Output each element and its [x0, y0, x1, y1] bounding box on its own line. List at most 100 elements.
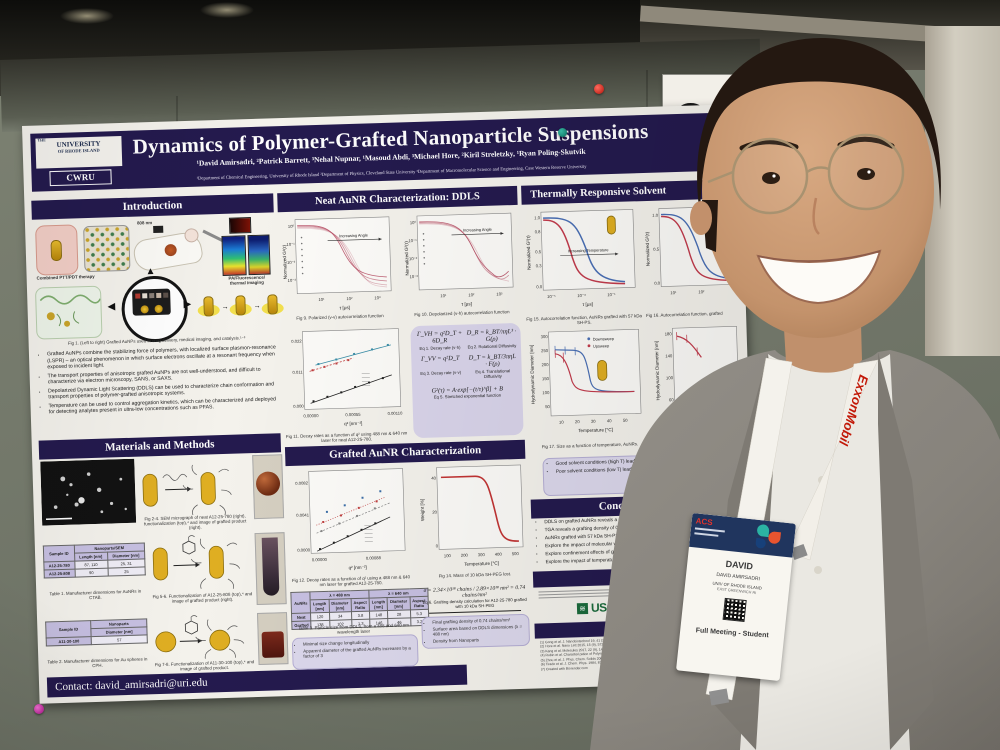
- grafted-findings-box: Minimal size change longitudinally Appar…: [291, 634, 419, 670]
- badge-band-line: [694, 527, 725, 533]
- fig11-ytick: 0.011: [292, 370, 303, 375]
- ear: [690, 201, 712, 235]
- equations-box: Γ_VH = q²D_T + 6D_R D_R = k_BT/πηL³ · G(…: [410, 322, 524, 439]
- sample-cell-schematic: [120, 275, 189, 344]
- fig16-ytick: 1.0: [652, 213, 659, 218]
- table2-h-sample: Sample ID: [45, 620, 92, 639]
- fig12-xtick: 0.00088: [366, 555, 382, 560]
- fig15-ytick: 0.3: [536, 263, 543, 268]
- fig14-xtick: 300: [478, 552, 486, 557]
- fig11-xlabel: q² [nm⁻²]: [344, 421, 362, 427]
- table-2: Sample ID Nanoparts Diameter [nm] A11-30…: [45, 618, 148, 647]
- fig18-ylabel: Hydrodynamic Diameter [nm]: [654, 341, 661, 401]
- section-header-neat-ddls: Neat AuNR Characterization: DDLS: [278, 186, 517, 212]
- fig15-xtick: 10⁻³: [577, 293, 586, 298]
- imaging-label: PA/Fluorescence/ thermal imaging: [228, 274, 266, 286]
- density-bullet: Surface area based on DDLS dimensions (λ…: [432, 624, 526, 637]
- fig14-xlabel: Temperature [°C]: [464, 561, 499, 567]
- fig12-ytick: 0.0041: [296, 512, 310, 517]
- fig9-xtick: 10²: [346, 296, 353, 301]
- mouse-illustration: [131, 227, 205, 274]
- lanyard-clip: [790, 543, 808, 561]
- red-push-pin: [594, 84, 604, 94]
- brown-solution: [255, 471, 281, 497]
- badge-meeting-type: Full Meeting - Student: [695, 627, 769, 640]
- fig18-ytick: 180: [665, 331, 673, 336]
- drug-delivery-illustration: [35, 224, 79, 276]
- fig11-ytick: 0.000: [293, 404, 304, 409]
- grafted-product-photo-flask: [252, 454, 285, 520]
- equation-3: Γ_VV = q²D_T: [420, 354, 460, 363]
- left-arrow-icon: ◀: [107, 301, 116, 313]
- grafting-sequence-illustration: → →: [197, 292, 284, 334]
- fluorescence-image: [228, 217, 252, 234]
- sample-square: [142, 293, 148, 299]
- fig10-plot: Normalized G²(τ) 10⁰ 10⁻¹ 10⁻² 10⁻³ 10¹ …: [404, 212, 514, 307]
- equation-6-label: Eq 6. Grafting density calculation for A…: [422, 596, 527, 609]
- table2-cell: 57: [91, 634, 148, 645]
- fig17-xlabel: Temperature [°C]: [578, 427, 613, 433]
- fig10-xtick: 10¹: [440, 293, 447, 298]
- fig14-xtick: 100: [444, 553, 452, 558]
- sample-square: [163, 292, 169, 298]
- fig15-xtick: 10⁻⁵: [547, 294, 556, 299]
- smile: [756, 249, 882, 305]
- table1-caption: Table 1. Manufacturer dimensions for AuN…: [49, 588, 142, 601]
- suit-lapel-right: [878, 352, 934, 750]
- shirt-button: [814, 566, 822, 574]
- materials-row-aunr: Sample ID Nanoparts/SEM Length [nm] Diam…: [42, 532, 287, 617]
- density-bullet: Density from Nanoparts: [433, 636, 527, 644]
- fig16-ytick: 0.0: [654, 281, 661, 286]
- fig11-xtick: 0.00055: [345, 412, 361, 417]
- fig15-xlabel: τ [μs]: [582, 302, 593, 307]
- purple-solution: [261, 537, 280, 596]
- arrow-icon: →: [253, 302, 261, 311]
- materials-row-sem: Fig 2-4. SEM micrograph of neat A12-25-7…: [40, 454, 285, 535]
- fig10-xlabel: τ [μs]: [461, 301, 472, 306]
- grafted-product-photo-tube: [254, 532, 287, 606]
- tumor-spot: [163, 243, 178, 258]
- up-arrow-icon: ▲: [145, 265, 156, 278]
- fig17-ytick: 150: [542, 376, 550, 381]
- fig17-xtick: 10: [559, 420, 564, 425]
- laser-label: 808 nm: [136, 220, 153, 226]
- gold-nanorod-icon: [267, 294, 278, 315]
- fig17-xtick: 50: [623, 418, 628, 423]
- conference-glyph: [767, 531, 782, 545]
- grafting-density-box: Final grafting density of 0.74 chains/nm…: [421, 613, 531, 650]
- fig9-ytick: 10⁻³: [287, 278, 296, 283]
- table2-row-id: A11-30-100: [46, 636, 92, 646]
- wall-pillar: [925, 26, 1000, 356]
- table3-h: Diameter [nm]: [328, 598, 352, 613]
- membrane-sketch: [39, 294, 102, 327]
- fig16-ylabel: Normalized G²(τ): [645, 231, 651, 266]
- fig17-ytick: 200: [541, 362, 549, 367]
- equation-4: D_T = k_BT/3πηL · F(ρ): [468, 353, 516, 368]
- fig14-ytick: 20: [432, 509, 437, 514]
- fig18-ytick: 100: [666, 375, 674, 380]
- fig17-xtick: 20: [575, 419, 580, 424]
- table1-cell: 90: [74, 568, 108, 578]
- ceiling-light-fixture: [60, 8, 114, 24]
- nose: [812, 197, 820, 235]
- lanyard-strap-right: [786, 359, 879, 561]
- fig9-xtick: 10³: [374, 295, 381, 300]
- laser-icon: [153, 225, 164, 234]
- intro-figure-1: Combined PTT/PDT therapy 808 nm PA/Fluor…: [33, 214, 284, 344]
- table1-row-id: A12-25-808: [44, 569, 75, 579]
- conference-badge: ACS DAVID DAVID AMIRSADRI UNIV OF RHODE …: [676, 512, 796, 682]
- uri-logo: THE UNIVERSITY OF RHODE ISLAND: [35, 135, 123, 169]
- sample-square: [156, 292, 162, 298]
- fig9-annotation: Increasing Angle: [339, 232, 368, 238]
- fig18-ytick: 60: [669, 397, 674, 402]
- equation-2: D_R = k_BT/πηL³ · G(ρ): [466, 328, 517, 343]
- intro-bullets: Grafted AuNPs combine the stabilizing fo…: [39, 344, 283, 418]
- gold-dot: [140, 305, 149, 314]
- functionalization-schematic-2: [152, 535, 240, 589]
- sample-square: [135, 293, 141, 299]
- fig12-xlabel: q² [nm⁻²]: [348, 565, 366, 571]
- fig15-ytick: 1.0: [534, 215, 541, 220]
- fig10-xtick: 10²: [468, 292, 475, 297]
- fig14-xtick: 400: [495, 552, 503, 557]
- fig17-ytick: 300: [541, 334, 549, 339]
